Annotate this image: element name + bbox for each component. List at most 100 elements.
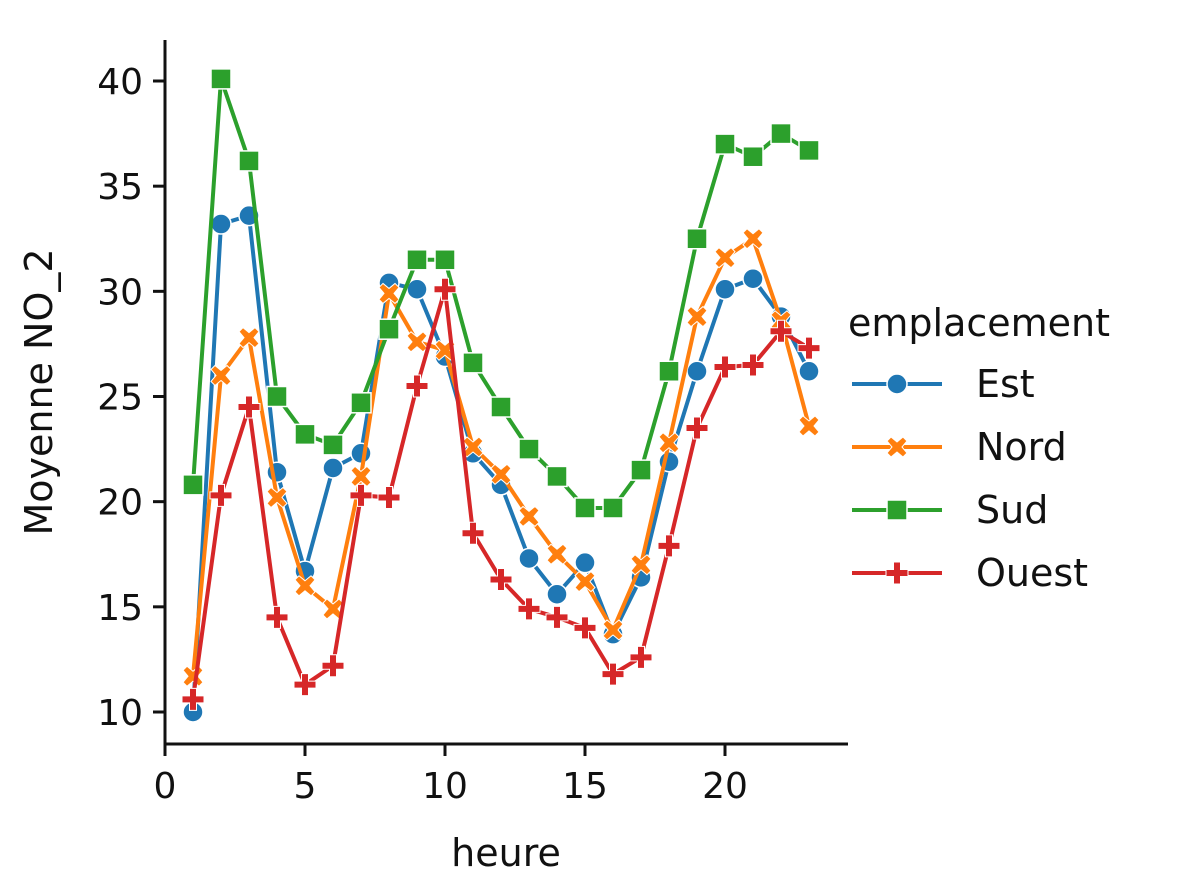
data-point-ouest	[741, 353, 765, 377]
x-axis-title: heure	[451, 831, 561, 875]
legend-label-est: Est	[976, 362, 1035, 406]
data-point-nord	[574, 570, 596, 593]
data-point-ouest	[573, 616, 597, 640]
data-point-est	[798, 360, 820, 383]
data-point-ouest	[489, 567, 513, 591]
x-tick-label: 20	[702, 766, 748, 807]
data-point-sud	[602, 497, 624, 519]
y-tick-label: 20	[97, 483, 143, 524]
data-point-ouest	[517, 597, 541, 621]
data-point-ouest	[657, 534, 681, 558]
data-point-sud	[490, 396, 512, 418]
data-point-sud	[378, 318, 400, 340]
data-point-ouest	[713, 355, 737, 379]
legend-item-sud: Sud	[852, 488, 1048, 532]
data-point-ouest	[461, 521, 485, 545]
legend-label-ouest: Ouest	[976, 551, 1088, 595]
legend-item-ouest: Ouest	[852, 551, 1088, 595]
data-point-ouest	[685, 416, 709, 440]
data-point-est	[574, 551, 596, 574]
data-point-sud	[546, 465, 568, 488]
data-point-sud	[182, 474, 204, 496]
data-point-ouest	[769, 319, 793, 343]
data-point-ouest	[265, 605, 289, 629]
series-nord	[182, 228, 820, 687]
plot-area: 10 15 20 25 30 35 40 0 5 10 15 20	[97, 40, 848, 807]
x-tick-label: 15	[562, 766, 608, 807]
x-ticks: 0 5 10 15 20	[154, 744, 748, 807]
data-point-sud	[462, 352, 484, 374]
data-point-nord	[602, 619, 624, 641]
data-point-nord	[266, 486, 288, 509]
data-point-sud	[266, 385, 288, 408]
data-point-ouest	[545, 605, 569, 629]
series-est	[182, 204, 820, 723]
y-tick-label: 35	[97, 167, 143, 208]
data-point-est	[518, 547, 540, 570]
data-point-sud	[238, 150, 260, 172]
data-point-est	[210, 213, 232, 235]
legend-marker-est	[886, 373, 908, 395]
data-point-nord	[350, 465, 372, 488]
data-point-est	[350, 442, 372, 465]
series-line-nord	[191, 236, 811, 677]
legend-marker-sud	[886, 499, 908, 521]
data-point-sud	[798, 139, 820, 162]
legend-label-nord: Nord	[976, 425, 1067, 469]
legend-label-sud: Sud	[976, 488, 1048, 532]
y-tick-label: 10	[97, 693, 143, 734]
data-point-sud	[322, 434, 344, 456]
data-point-nord	[686, 305, 708, 328]
y-tick-label: 40	[97, 62, 143, 103]
data-point-est	[686, 360, 708, 383]
y-ticks: 10 15 20 25 30 35 40	[97, 62, 165, 734]
data-point-sud	[350, 392, 372, 414]
data-point-ouest	[405, 374, 429, 398]
data-point-sud	[518, 438, 540, 460]
legend-title: emplacement	[848, 301, 1110, 345]
data-point-sud	[434, 249, 456, 271]
data-point-ouest	[321, 654, 345, 678]
data-point-nord	[294, 575, 316, 597]
data-point-ouest	[293, 673, 317, 697]
series-layer	[181, 68, 821, 723]
x-tick-label: 0	[154, 766, 177, 807]
data-point-sud	[770, 122, 792, 145]
data-point-nord	[658, 432, 680, 454]
data-point-sud	[686, 228, 708, 250]
data-point-nord	[742, 228, 764, 250]
data-point-ouest	[629, 645, 653, 669]
y-tick-label: 15	[97, 588, 143, 629]
data-point-sud	[658, 360, 680, 383]
data-point-ouest	[377, 485, 401, 509]
data-point-nord	[714, 247, 736, 269]
data-point-sud	[294, 423, 316, 446]
data-point-est	[546, 583, 568, 605]
data-point-est	[742, 267, 764, 290]
data-point-nord	[546, 543, 568, 565]
x-tick-label: 5	[294, 766, 317, 807]
data-point-ouest	[349, 483, 373, 507]
data-point-nord	[630, 554, 652, 576]
y-axis-title: Moyenne NO_2	[17, 248, 61, 535]
data-point-nord	[798, 415, 820, 437]
data-point-nord	[378, 282, 400, 305]
data-point-ouest	[209, 483, 233, 507]
data-point-sud	[714, 133, 736, 155]
data-point-nord	[238, 326, 260, 349]
data-point-est	[322, 457, 344, 479]
data-point-ouest	[797, 336, 821, 360]
data-point-sud	[406, 249, 428, 271]
y-tick-label: 30	[97, 272, 143, 313]
data-point-ouest	[181, 687, 205, 711]
data-point-sud	[574, 497, 596, 519]
data-point-sud	[742, 145, 764, 168]
legend-marker-ouest	[885, 561, 909, 585]
data-point-sud	[630, 459, 652, 481]
data-point-ouest	[601, 662, 625, 686]
data-point-nord	[210, 364, 232, 387]
data-point-nord	[490, 463, 512, 485]
data-point-nord	[406, 331, 428, 353]
legend: emplacement Est Nord Sud Ouest	[848, 301, 1110, 595]
